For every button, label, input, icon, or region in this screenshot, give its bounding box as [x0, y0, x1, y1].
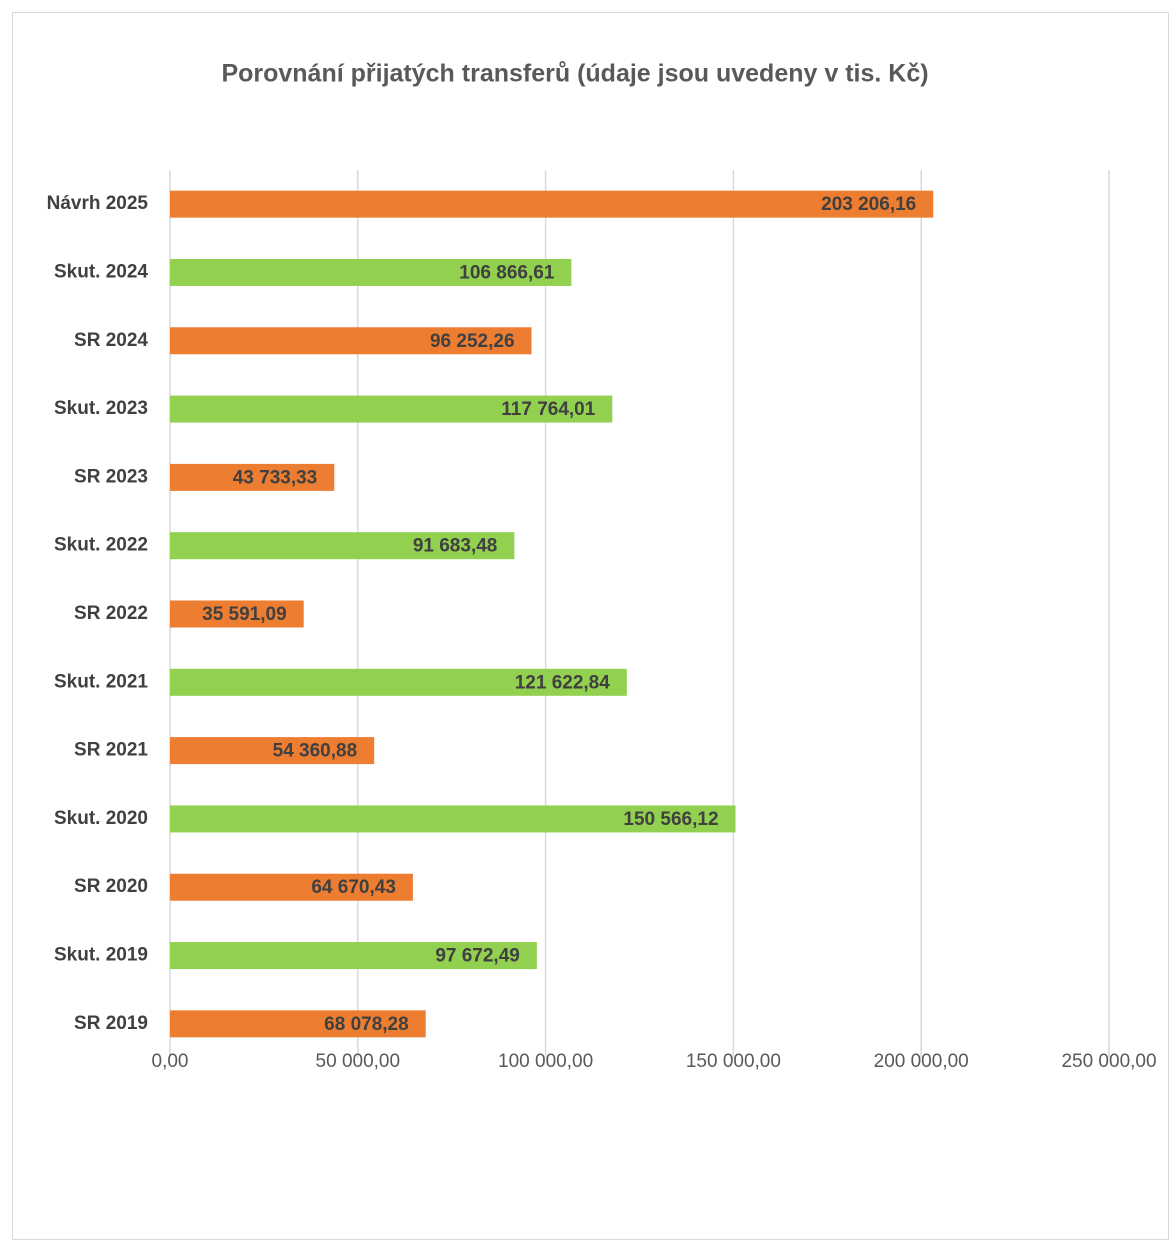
- x-tick-label: 100 000,00: [498, 1051, 593, 1072]
- bar: [170, 463, 335, 491]
- bar: [170, 737, 375, 765]
- bar: [170, 668, 627, 696]
- data-label: 68 078,28: [324, 1014, 409, 1035]
- y-tick-label: SR 2024: [74, 330, 148, 351]
- x-tick-label: 150 000,00: [686, 1051, 781, 1072]
- x-tick-label: 200 000,00: [874, 1051, 969, 1072]
- data-label: 54 360,88: [273, 741, 358, 762]
- data-label: 43 733,33: [233, 467, 318, 488]
- data-label: 97 672,49: [435, 946, 520, 967]
- bar: [170, 600, 304, 628]
- y-tick-label: Skut. 2019: [54, 945, 148, 966]
- x-tick-label: 50 000,00: [316, 1051, 401, 1072]
- bar: [170, 532, 515, 560]
- y-tick-label: SR 2021: [74, 740, 148, 761]
- data-label: 203 206,16: [821, 194, 916, 215]
- bar: [170, 190, 934, 218]
- data-label: 121 622,84: [515, 672, 611, 693]
- x-tick-label: 0,00: [152, 1051, 189, 1072]
- data-label: 96 252,26: [430, 331, 515, 352]
- bar: [170, 1010, 426, 1038]
- y-tick-label: SR 2020: [74, 876, 148, 897]
- y-tick-label: SR 2023: [74, 466, 148, 487]
- y-tick-label: Skut. 2020: [54, 808, 148, 829]
- data-label: 106 866,61: [459, 262, 555, 283]
- bar: [170, 327, 532, 355]
- bar: [170, 873, 413, 901]
- data-label: 91 683,48: [413, 536, 498, 557]
- y-tick-label: Skut. 2021: [54, 671, 148, 692]
- bar: [170, 258, 572, 286]
- x-tick-label: 250 000,00: [1061, 1051, 1156, 1072]
- data-label: 150 566,12: [623, 809, 718, 830]
- data-label: 64 670,43: [311, 877, 396, 898]
- chart-title: Porovnání přijatých transferů (údaje jso…: [221, 60, 928, 88]
- data-label: 117 764,01: [501, 399, 595, 420]
- bar: [170, 395, 613, 423]
- data-label: 35 591,09: [202, 604, 287, 625]
- y-tick-label: SR 2019: [74, 1013, 148, 1034]
- bar: [170, 805, 736, 833]
- y-tick-label: Návrh 2025: [47, 193, 149, 214]
- y-tick-label: Skut. 2023: [54, 398, 148, 419]
- y-tick-label: SR 2022: [74, 603, 148, 624]
- y-tick-label: Skut. 2022: [54, 535, 148, 556]
- y-tick-label: Skut. 2024: [54, 261, 148, 282]
- bar: [170, 942, 537, 970]
